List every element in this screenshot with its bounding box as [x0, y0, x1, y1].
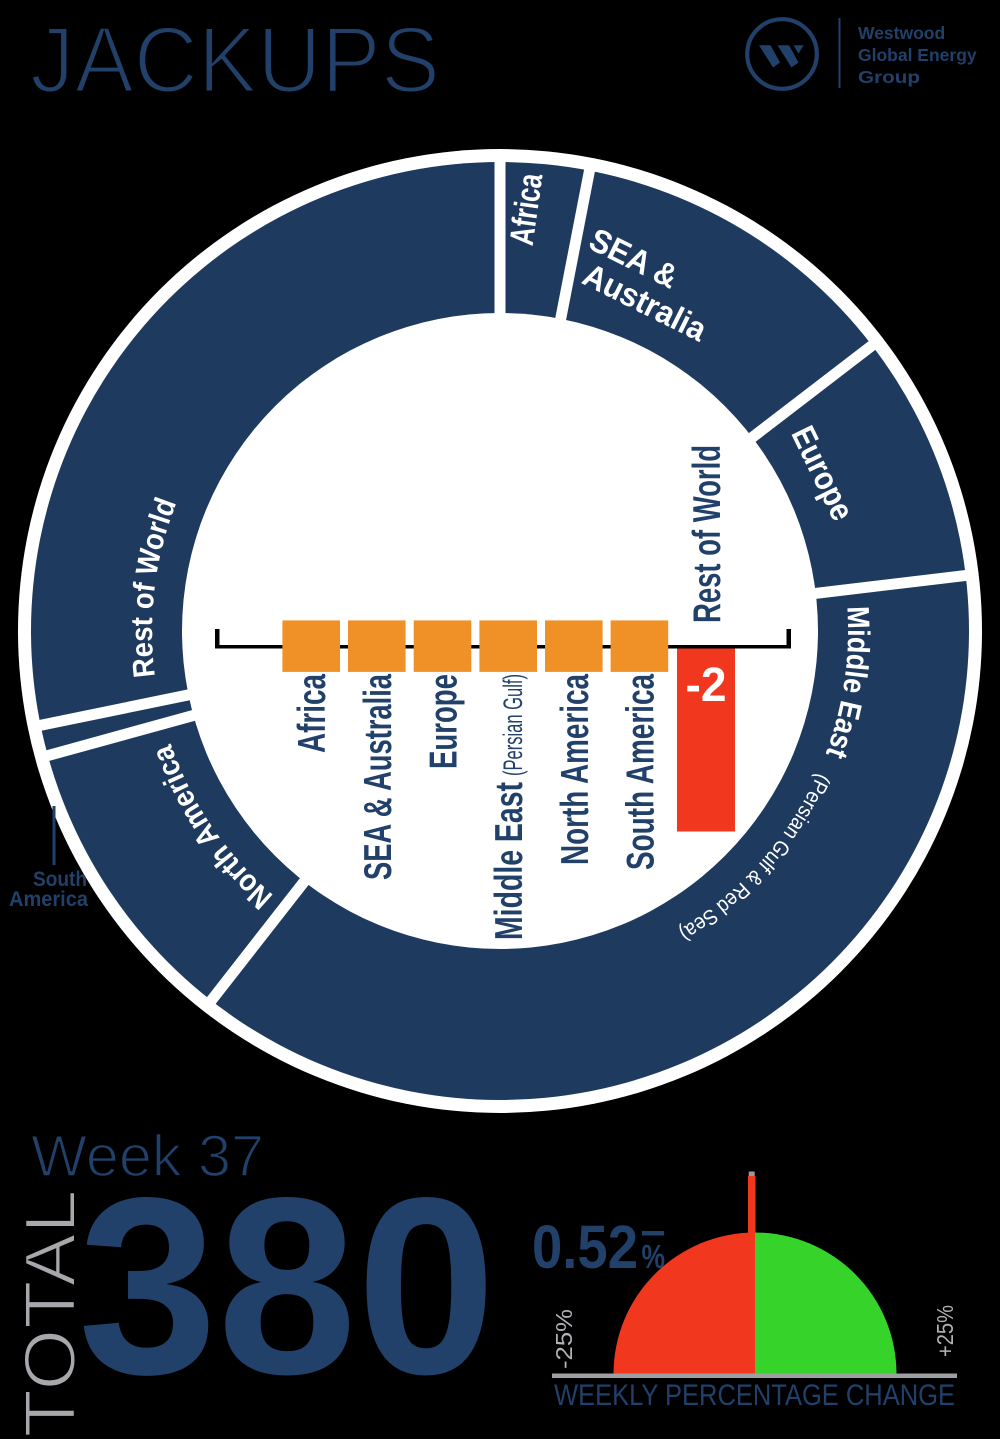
svg-text:Global Energy: Global Energy — [858, 45, 977, 65]
svg-text:Africa: Africa — [291, 674, 334, 753]
svg-text:380: 380 — [78, 1146, 496, 1427]
svg-text:South: South — [33, 868, 87, 891]
svg-text:+25%: +25% — [932, 1305, 958, 1357]
svg-text:-25%: -25% — [551, 1309, 577, 1369]
svg-text:TOTAL: TOTAL — [11, 1190, 91, 1438]
svg-text:Europe: Europe — [423, 674, 466, 769]
svg-text:America: America — [9, 888, 88, 911]
svg-text:0.52: 0.52 — [532, 1213, 638, 1281]
svg-text:Middle East: Middle East — [488, 782, 531, 940]
svg-text:(Persian Gulf): (Persian Gulf) — [498, 674, 528, 776]
svg-text:Group: Group — [858, 67, 920, 87]
svg-text:JACKUPS: JACKUPS — [30, 7, 440, 112]
svg-text:Rest of World: Rest of World — [686, 445, 729, 623]
svg-text:Week 37: Week 37 — [31, 1124, 264, 1189]
svg-text:Westwood: Westwood — [858, 23, 945, 43]
svg-text:-2: -2 — [686, 659, 727, 712]
svg-text:WEEKLY PERCENTAGE CHANGE: WEEKLY PERCENTAGE CHANGE — [554, 1379, 955, 1412]
svg-text:%: % — [642, 1238, 666, 1275]
svg-text:South America: South America — [620, 674, 663, 870]
svg-text:North America: North America — [554, 674, 597, 865]
svg-text:SEA & Australia: SEA & Australia — [357, 674, 400, 880]
